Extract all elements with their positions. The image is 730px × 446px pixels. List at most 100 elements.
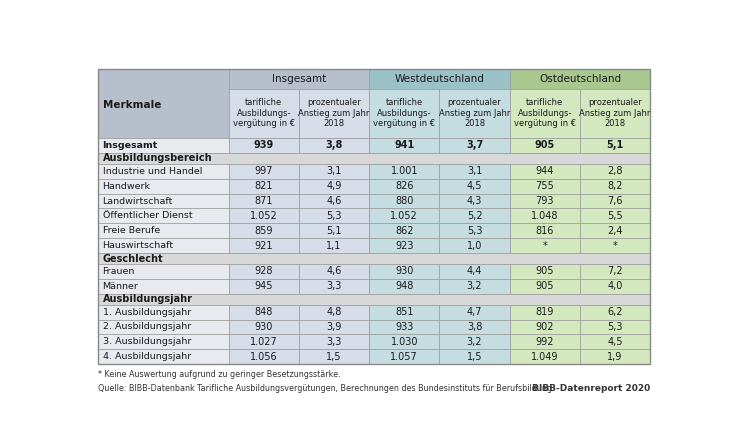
Bar	[580, 334, 650, 349]
Text: tarifliche
Ausbildungs-
vergütung in €: tarifliche Ausbildungs- vergütung in €	[373, 99, 435, 128]
Bar	[299, 194, 369, 208]
Text: 5,3: 5,3	[607, 322, 623, 332]
Bar	[510, 238, 580, 253]
Text: 4,6: 4,6	[326, 266, 342, 277]
Text: Geschlecht: Geschlecht	[102, 254, 164, 264]
Bar	[299, 305, 369, 319]
Bar	[439, 349, 510, 364]
Text: 5,2: 5,2	[466, 211, 483, 221]
Bar	[98, 194, 228, 208]
Bar	[510, 194, 580, 208]
Bar	[299, 208, 369, 223]
Text: 7,2: 7,2	[607, 266, 623, 277]
Bar	[369, 238, 439, 253]
Text: 905: 905	[534, 140, 555, 150]
Text: Merkmale: Merkmale	[102, 100, 161, 110]
Bar	[580, 164, 650, 178]
Text: 1. Ausbildungsjahr: 1. Ausbildungsjahr	[102, 308, 191, 317]
Bar	[98, 223, 228, 238]
Bar	[439, 89, 510, 138]
Text: 1,0: 1,0	[467, 241, 483, 251]
Text: *: *	[612, 241, 618, 251]
Text: 944: 944	[536, 166, 554, 176]
Text: 3,3: 3,3	[326, 337, 342, 347]
Text: 2. Ausbildungsjahr: 2. Ausbildungsjahr	[102, 322, 191, 331]
Text: 4,5: 4,5	[607, 337, 623, 347]
Bar	[510, 164, 580, 178]
Text: 905: 905	[536, 281, 554, 291]
Text: 4. Ausbildungsjahr: 4. Ausbildungsjahr	[102, 352, 191, 361]
Bar	[98, 264, 228, 279]
Text: Öffentlicher Dienst: Öffentlicher Dienst	[102, 211, 192, 220]
Bar	[228, 319, 299, 334]
Text: 1.048: 1.048	[531, 211, 558, 221]
Text: tarifliche
Ausbildungs-
vergütung in €: tarifliche Ausbildungs- vergütung in €	[514, 99, 576, 128]
Text: 3,7: 3,7	[466, 140, 483, 150]
Bar	[580, 264, 650, 279]
Text: 3,2: 3,2	[466, 337, 483, 347]
Text: 816: 816	[536, 226, 554, 236]
Bar	[580, 89, 650, 138]
Bar	[580, 178, 650, 194]
Text: 902: 902	[536, 322, 554, 332]
Text: Insgesamt: Insgesamt	[272, 74, 326, 84]
Text: 4,6: 4,6	[326, 196, 342, 206]
Bar	[369, 194, 439, 208]
Bar	[580, 319, 650, 334]
Bar	[369, 334, 439, 349]
Bar	[299, 334, 369, 349]
Bar	[98, 208, 228, 223]
Text: 933: 933	[395, 322, 413, 332]
Text: 4,9: 4,9	[326, 181, 342, 191]
Text: 992: 992	[536, 337, 554, 347]
Bar	[228, 305, 299, 319]
Text: 3,8: 3,8	[467, 322, 483, 332]
Bar	[98, 349, 228, 364]
Text: Insgesamt: Insgesamt	[102, 141, 158, 150]
Bar	[369, 89, 439, 138]
Bar	[299, 89, 369, 138]
Bar	[580, 349, 650, 364]
Text: Landwirtschaft: Landwirtschaft	[102, 197, 173, 206]
Text: 819: 819	[536, 307, 554, 317]
Bar	[369, 319, 439, 334]
Text: 3,8: 3,8	[326, 140, 342, 150]
Text: 821: 821	[255, 181, 273, 191]
Bar	[369, 178, 439, 194]
Bar	[98, 334, 228, 349]
Bar	[510, 69, 650, 89]
Text: Männer: Männer	[102, 282, 139, 291]
Bar	[228, 194, 299, 208]
Bar	[369, 264, 439, 279]
Text: 6,2: 6,2	[607, 307, 623, 317]
Bar	[98, 153, 650, 164]
Text: 4,4: 4,4	[467, 266, 483, 277]
Bar	[510, 138, 580, 153]
Bar	[439, 334, 510, 349]
Text: Hauswirtschaft: Hauswirtschaft	[102, 241, 174, 250]
Bar	[299, 238, 369, 253]
Text: 1,1: 1,1	[326, 241, 342, 251]
Text: 1.052: 1.052	[391, 211, 418, 221]
Text: 5,3: 5,3	[326, 211, 342, 221]
Text: 851: 851	[395, 307, 413, 317]
Text: 928: 928	[255, 266, 273, 277]
Bar	[228, 164, 299, 178]
Bar	[439, 305, 510, 319]
Text: 793: 793	[536, 196, 554, 206]
Bar	[580, 138, 650, 153]
Bar	[299, 264, 369, 279]
Bar	[98, 178, 228, 194]
Text: Ausbildungsbereich: Ausbildungsbereich	[102, 153, 212, 163]
Text: 2,8: 2,8	[607, 166, 623, 176]
Bar	[299, 223, 369, 238]
Text: 930: 930	[395, 266, 413, 277]
Bar	[369, 279, 439, 294]
Bar	[228, 208, 299, 223]
Bar	[299, 349, 369, 364]
Bar	[98, 138, 228, 153]
Bar	[98, 69, 650, 364]
Bar	[439, 178, 510, 194]
Text: 1,5: 1,5	[466, 352, 483, 362]
Bar	[98, 238, 228, 253]
